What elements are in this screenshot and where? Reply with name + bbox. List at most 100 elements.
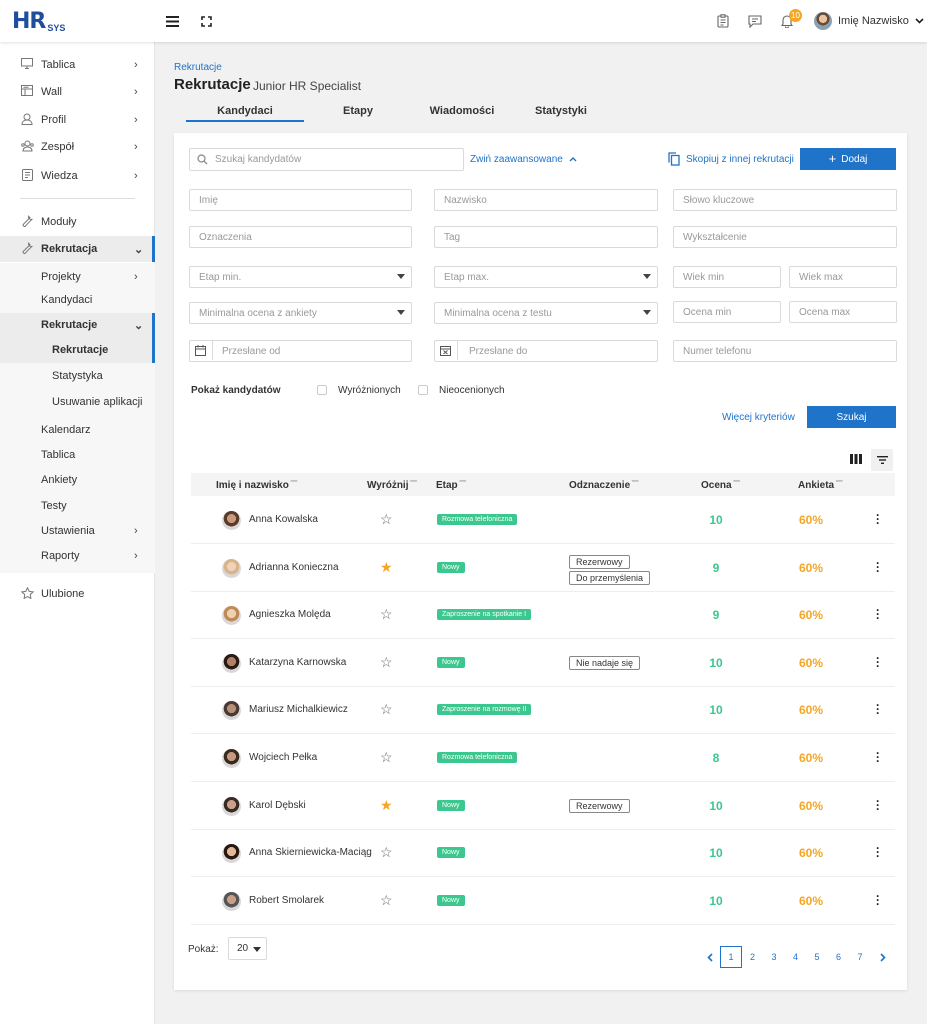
- sidebar-item-tablica-sub[interactable]: Tablica: [0, 442, 155, 468]
- table-row[interactable]: Mariusz Michalkiewicz ☆ Zaproszenie na roz…: [191, 686, 895, 735]
- clipboard-icon[interactable]: [714, 12, 732, 30]
- candidate-name[interactable]: Adrianna Konieczna: [249, 561, 339, 573]
- more-options-icon[interactable]: · · ·: [876, 888, 880, 911]
- candidate-name[interactable]: Anna Skierniewicka-Maciąg: [249, 847, 372, 859]
- copy-recruitment-link[interactable]: Skopiuj z innej rekrutacji: [668, 152, 794, 166]
- collapse-advanced-link[interactable]: Zwiń zaawansowane: [470, 154, 577, 165]
- table-row[interactable]: Anna Skierniewicka-Maciąg ☆ Nowy 10 60% · · ·: [191, 829, 895, 878]
- header-name[interactable]: Imię i nazwisko ▔: [216, 480, 297, 491]
- sidebar-item-ulubione[interactable]: Ulubione: [0, 581, 155, 607]
- etap-max-select[interactable]: Etap max.: [434, 266, 658, 288]
- table-row[interactable]: Adrianna Konieczna ★ Nowy Rezerwowy Do przem…: [191, 544, 895, 592]
- more-options-icon[interactable]: · · ·: [876, 603, 880, 626]
- star-outline-icon[interactable]: ☆: [380, 844, 393, 861]
- oznaczenia-field[interactable]: [189, 226, 412, 248]
- star-outline-icon[interactable]: ☆: [380, 511, 393, 527]
- sidebar-item-statystyka[interactable]: Statystyka: [0, 363, 155, 389]
- more-options-icon[interactable]: · · ·: [876, 555, 880, 578]
- candidate-name[interactable]: Karol Dębski: [249, 799, 306, 811]
- candidate-name[interactable]: Wojciech Pełka: [249, 752, 318, 763]
- sidebar-item-usuwanie[interactable]: Usuwanie aplikacji: [0, 389, 155, 415]
- breadcrumb[interactable]: Rekrutacje: [174, 62, 222, 73]
- education-field[interactable]: [673, 226, 897, 248]
- tab-kandydaci[interactable]: Kandydaci: [217, 105, 273, 117]
- star-outline-icon[interactable]: ☆: [380, 891, 393, 908]
- sidebar-item-kandydaci[interactable]: Kandydaci: [0, 287, 155, 313]
- marker-tag[interactable]: Rezerwowy: [569, 554, 630, 569]
- keyword-field[interactable]: [673, 189, 897, 211]
- page-number[interactable]: 6: [835, 952, 841, 962]
- survey-score-select[interactable]: Minimalna ocena z ankiety: [189, 302, 412, 324]
- prev-page-icon[interactable]: [702, 946, 718, 968]
- marker-tag[interactable]: Rezerwowy: [569, 798, 630, 813]
- score-max-field[interactable]: [789, 301, 897, 323]
- table-row[interactable]: Katarzyna Karnowska ☆ Nowy Nie nadaje się 10…: [191, 639, 895, 687]
- user-menu[interactable]: Imię Nazwisko: [814, 12, 924, 30]
- header-badge[interactable]: Odznaczenie ▔: [569, 480, 638, 491]
- sidebar-item-wall[interactable]: Wall ›: [0, 79, 155, 105]
- tag-field[interactable]: [434, 226, 658, 248]
- columns-view-icon[interactable]: [846, 449, 866, 469]
- sidebar-item-wiedza[interactable]: Wiedza ›: [0, 163, 155, 189]
- star-outline-icon[interactable]: ☆: [380, 606, 393, 623]
- marker-tag[interactable]: Nie nadaje się: [569, 655, 641, 670]
- messages-icon[interactable]: [746, 12, 764, 30]
- more-options-icon[interactable]: · · ·: [876, 650, 880, 673]
- search-button[interactable]: Szukaj: [807, 406, 896, 428]
- page-number[interactable]: 5: [814, 952, 820, 962]
- page-number[interactable]: 7: [857, 952, 863, 962]
- search-input[interactable]: [189, 148, 464, 171]
- phone-field[interactable]: [673, 340, 897, 362]
- add-button[interactable]: + Dodaj: [800, 148, 896, 170]
- test-score-select[interactable]: Minimalna ocena z testu: [434, 302, 658, 324]
- nazwisko-field[interactable]: [434, 189, 658, 211]
- age-max-field[interactable]: [789, 266, 897, 288]
- sidebar-item-ustawienia[interactable]: Ustawienia ›: [0, 518, 155, 544]
- more-options-icon[interactable]: · · ·: [876, 698, 880, 721]
- page-number[interactable]: 2: [749, 952, 755, 962]
- age-min-field[interactable]: [673, 266, 781, 288]
- sidebar-item-projekty[interactable]: Projekty ›: [0, 264, 155, 290]
- sidebar-item-rekrutacje[interactable]: Rekrutacje ⌄: [0, 313, 155, 337]
- sidebar-item-raporty[interactable]: Raporty ›: [0, 543, 155, 569]
- calendar-icon[interactable]: [189, 340, 213, 360]
- imie-field[interactable]: [189, 189, 412, 211]
- more-options-icon[interactable]: · · ·: [876, 508, 880, 530]
- more-options-icon[interactable]: · · ·: [876, 793, 880, 816]
- page-number[interactable]: 3: [771, 952, 777, 962]
- filter-lines-icon[interactable]: [871, 449, 893, 471]
- sidebar-item-profil[interactable]: Profil ›: [0, 107, 155, 133]
- sidebar-item-testy[interactable]: Testy: [0, 493, 155, 519]
- candidate-name[interactable]: Anna Kowalska: [249, 514, 318, 525]
- tab-statystyki[interactable]: Statystyki: [535, 105, 587, 117]
- sidebar-item-zespol[interactable]: Zespół ›: [0, 134, 155, 160]
- table-row[interactable]: Agnieszka Molęda ☆ Zaproszenie na spotkani…: [191, 591, 895, 640]
- sidebar-item-moduly[interactable]: Moduły: [0, 209, 155, 235]
- page-size-select[interactable]: 20: [228, 937, 267, 960]
- date-from-field[interactable]: [189, 340, 412, 362]
- sidebar-item-rekrutacja[interactable]: Rekrutacja ⌄: [0, 236, 155, 262]
- sidebar-item-tablica[interactable]: Tablica ›: [0, 52, 155, 78]
- tab-wiadomosci[interactable]: Wiadomości: [429, 105, 495, 117]
- more-options-icon[interactable]: · · ·: [876, 841, 880, 864]
- star-outline-icon[interactable]: ☆: [380, 749, 393, 765]
- logo[interactable]: HR SYS: [12, 9, 65, 34]
- highlighted-checkbox[interactable]: [317, 385, 327, 395]
- candidate-name[interactable]: Mariusz Michalkiewicz: [249, 704, 348, 716]
- star-outline-icon[interactable]: ☆: [380, 653, 393, 670]
- table-row[interactable]: Robert Smolarek ☆ Nowy 10 60% · · ·: [191, 877, 895, 925]
- header-survey[interactable]: Ankieta ▔: [798, 480, 842, 491]
- candidate-name[interactable]: Katarzyna Karnowska: [249, 656, 347, 668]
- date-to-field[interactable]: [434, 340, 658, 362]
- more-options-icon[interactable]: · · ·: [876, 746, 880, 768]
- marker-tag[interactable]: Do przemyślenia: [569, 570, 651, 585]
- table-row[interactable]: Wojciech Pełka ☆ Rozmowa telefoniczna 8 60% ·…: [191, 734, 895, 782]
- page-number[interactable]: 4: [792, 952, 798, 962]
- next-page-icon[interactable]: [875, 946, 891, 968]
- hamburger-menu-icon[interactable]: [163, 12, 181, 30]
- sidebar-item-ankiety[interactable]: Ankiety: [0, 467, 155, 493]
- candidate-name[interactable]: Agnieszka Molęda: [249, 609, 331, 621]
- star-outline-icon[interactable]: ☆: [380, 701, 393, 718]
- calendar-clear-icon[interactable]: [434, 340, 458, 360]
- star-filled-icon[interactable]: ★: [380, 796, 393, 813]
